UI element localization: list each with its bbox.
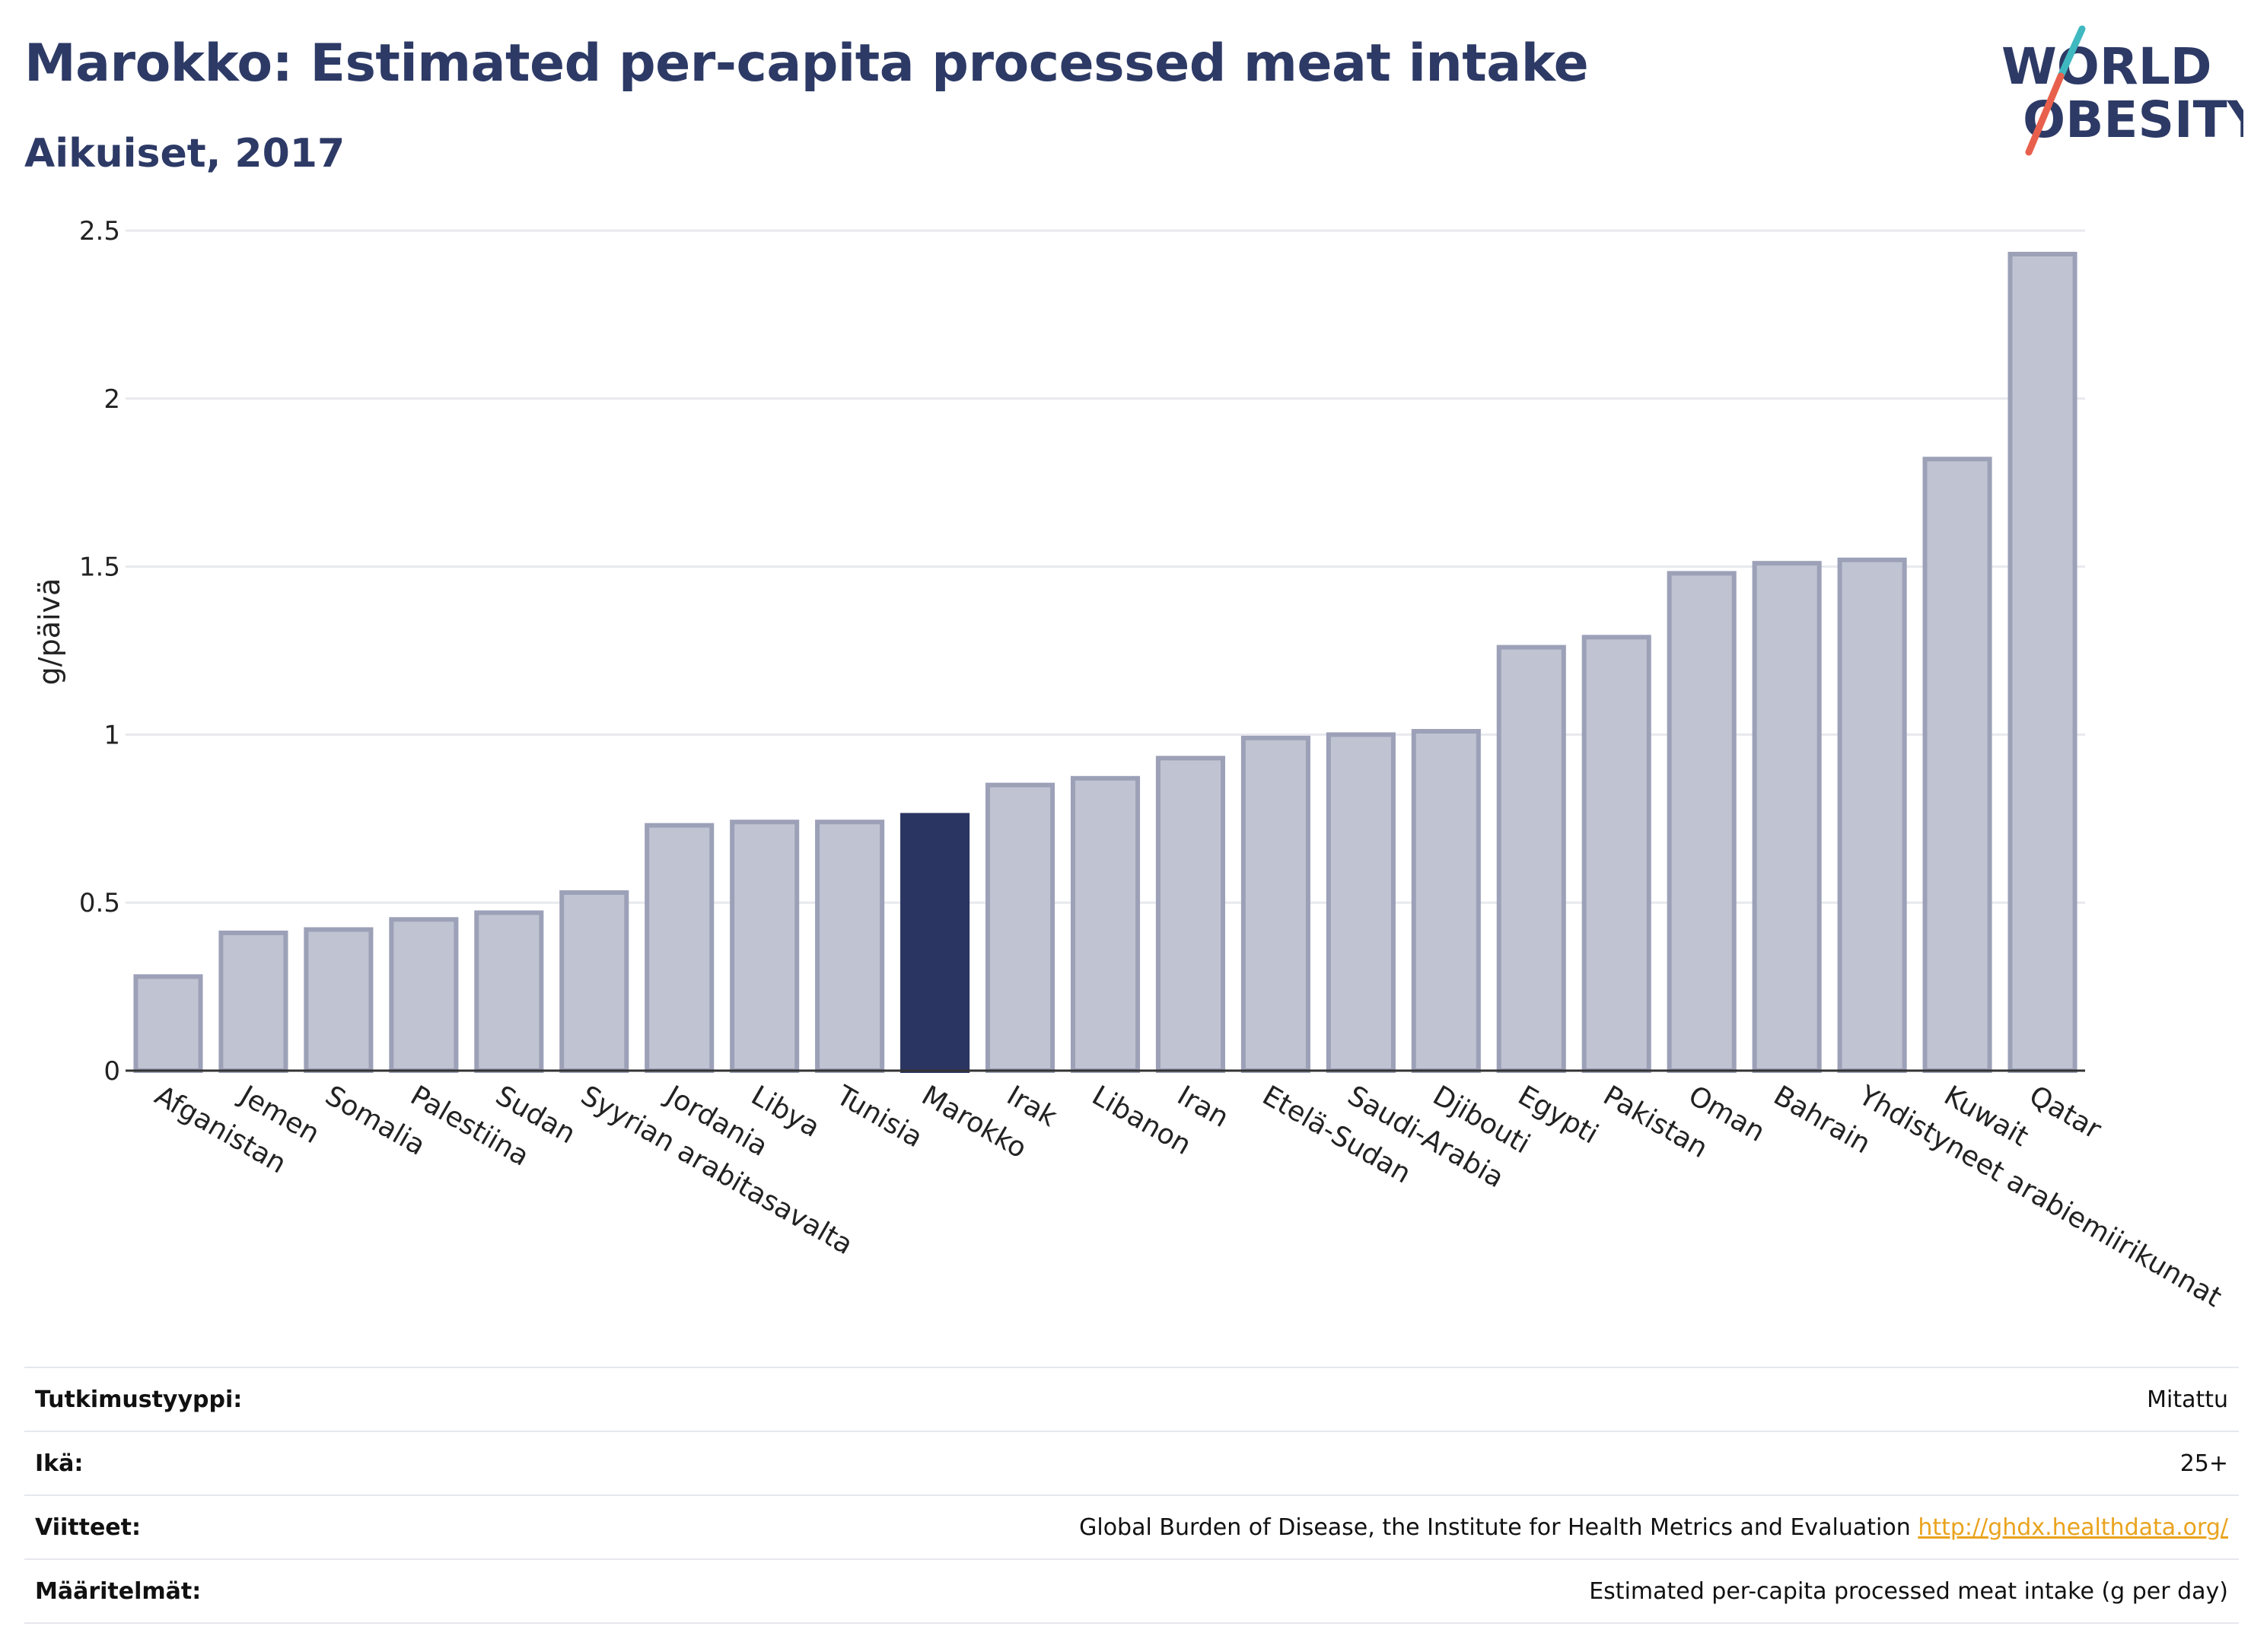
reference-text: Global Burden of Disease, the Institute …: [1079, 1514, 1911, 1541]
x-tick-label: Bahrain: [1769, 1080, 1876, 1160]
y-tick-label: 1: [103, 720, 120, 750]
x-tick-label: Tunisia: [830, 1080, 928, 1154]
bar: [1326, 732, 1396, 1074]
bar: [985, 782, 1055, 1073]
bar: [1240, 735, 1310, 1073]
chart-title: Marokko: Estimated per-capita processed …: [24, 33, 1589, 94]
bar: [1411, 728, 1481, 1073]
reference-link[interactable]: http://ghdx.healthdata.org/: [1918, 1514, 2228, 1541]
bar: [1837, 557, 1907, 1073]
bar: [645, 823, 715, 1074]
bar-highlighted: [900, 813, 970, 1073]
logo-word-obesity: OBESITY: [2023, 91, 2243, 149]
meta-key: Määritelmät:: [24, 1558, 387, 1624]
bar: [1752, 561, 1822, 1073]
y-tick-label: 0.5: [79, 888, 120, 918]
bar: [218, 930, 288, 1073]
meta-key: Ikä:: [24, 1431, 387, 1495]
x-tick-label: Qatar: [2024, 1080, 2106, 1145]
bar: [133, 974, 203, 1074]
y-tick-label: 0: [103, 1056, 120, 1087]
meta-value: Estimated per-capita processed meat inta…: [386, 1558, 2239, 1624]
bar: [730, 820, 800, 1073]
bar: [1667, 571, 1737, 1073]
bar-chart: 0 0.5 1 1.5 2 2.5 AfganistanJemenSomaliaPales…: [33, 216, 2227, 1313]
meta-value: Mitattu: [386, 1367, 2239, 1431]
bar: [1070, 775, 1141, 1073]
meta-row-definitions: Määritelmät: Estimated per-capita proces…: [24, 1558, 2239, 1624]
bar: [815, 820, 885, 1073]
bar: [304, 927, 374, 1074]
world-obesity-logo: WORLD OBESITY: [2001, 25, 2243, 156]
logo-slash-bottom: [2025, 72, 2065, 156]
meta-value: 25+: [386, 1431, 2239, 1495]
meta-row-references: Viitteet: Global Burden of Disease, the …: [24, 1494, 2239, 1559]
bar: [1922, 457, 1992, 1073]
chart-subtitle: Aikuiset, 2017: [24, 131, 345, 177]
x-category-labels: AfganistanJemenSomaliaPalestiinaSudanSyy…: [149, 1079, 2227, 1313]
bar: [2007, 251, 2077, 1074]
bar: [1155, 756, 1226, 1073]
y-tick-label: 2.5: [79, 216, 120, 247]
meta-row-age: Ikä: 25+: [24, 1431, 2239, 1495]
bar: [1581, 635, 1651, 1073]
logo-word-world: WORLD: [2001, 37, 2212, 96]
meta-key: Tutkimustyyppi:: [24, 1367, 387, 1431]
bar: [474, 910, 544, 1073]
logo-slash-top: [2057, 25, 2086, 80]
y-axis-title: g/päivä: [33, 578, 66, 686]
y-tick-label: 2: [103, 384, 120, 415]
meta-key: Viitteet:: [24, 1494, 387, 1559]
meta-value: Global Burden of Disease, the Institute …: [386, 1494, 2239, 1559]
y-tick-labels: 0 0.5 1 1.5 2 2.5: [79, 216, 120, 1087]
bar: [389, 917, 459, 1074]
bars: [133, 251, 2077, 1074]
metadata-table: Tutkimustyyppi: Mitattu Ikä: 25+ Viittee…: [24, 1367, 2239, 1624]
bar: [559, 890, 629, 1074]
meta-row-study-type: Tutkimustyyppi: Mitattu: [24, 1367, 2239, 1431]
bar: [1496, 645, 1566, 1073]
y-tick-label: 1.5: [79, 552, 120, 583]
